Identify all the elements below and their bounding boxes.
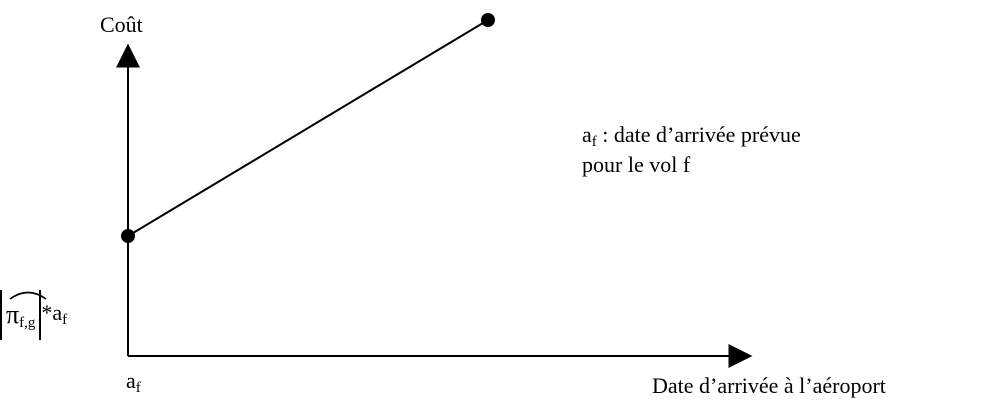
a-subscript: f: [62, 312, 68, 329]
hat-accent: [9, 291, 47, 300]
pi-subscript: f,g: [19, 315, 36, 331]
x-origin-subscript: f: [135, 380, 141, 396]
x-origin-symbol: a: [126, 368, 136, 393]
cost-line: [127, 19, 489, 237]
x-axis-label: Date d’arrivée à l’aéroport: [652, 373, 886, 398]
multiply-symbol: *: [41, 300, 53, 326]
pi-symbol: π: [6, 300, 20, 329]
x-origin-label: af: [126, 368, 141, 396]
note-line-1: af : date d’arrivée prévue: [582, 120, 801, 150]
note-line-2: pour le vol f: [582, 152, 691, 177]
y-axis-label: Coût: [100, 12, 143, 37]
note-subscript: f: [591, 134, 597, 150]
y-value-label: πf,g *af: [0, 290, 67, 340]
end-point: [481, 13, 495, 27]
note-line-1-text: : date d’arrivée prévue: [596, 122, 801, 147]
start-point: [121, 229, 135, 243]
note-symbol: a: [582, 122, 592, 147]
a-symbol: a: [52, 300, 63, 326]
absolute-value-bars: πf,g: [0, 290, 47, 340]
definition-note: af : date d’arrivée prévue pour le vol f: [582, 120, 801, 180]
